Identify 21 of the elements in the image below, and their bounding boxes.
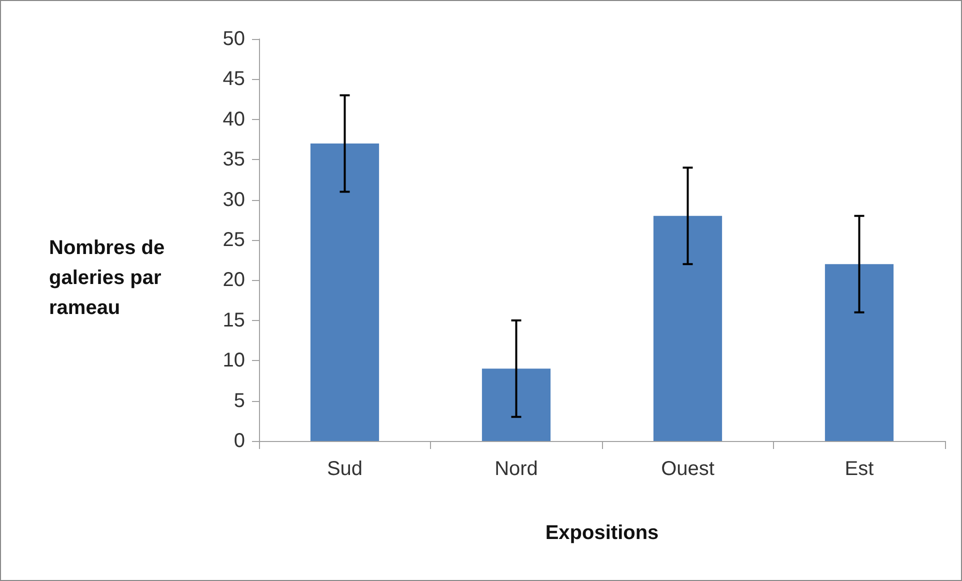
y-tick-label: 35 [222,148,245,171]
y-tick-label: 25 [222,229,245,251]
y-tick-label: 30 [222,188,245,211]
y-tick-label: 10 [222,350,245,372]
bar [824,264,894,441]
x-tick-label: Est [844,458,874,480]
bar [310,144,380,441]
y-tick-label: 0 [234,430,245,452]
y-tick-label: 20 [222,269,245,292]
bar [653,216,722,441]
x-axis-title: Expositions [545,522,659,544]
bar [482,368,551,441]
y-tick-label: 45 [222,68,245,90]
y-axis-title: Nombres de galeries par rameau [49,237,165,319]
y-tick-label: 15 [222,309,245,332]
x-tick-label: Nord [494,458,538,480]
x-tick-label: Ouest [661,458,715,480]
y-tick-label: 50 [222,28,245,50]
y-tick-label: 5 [234,390,245,412]
x-tick-label: Sud [326,458,363,480]
y-tick-label: 40 [222,108,245,130]
